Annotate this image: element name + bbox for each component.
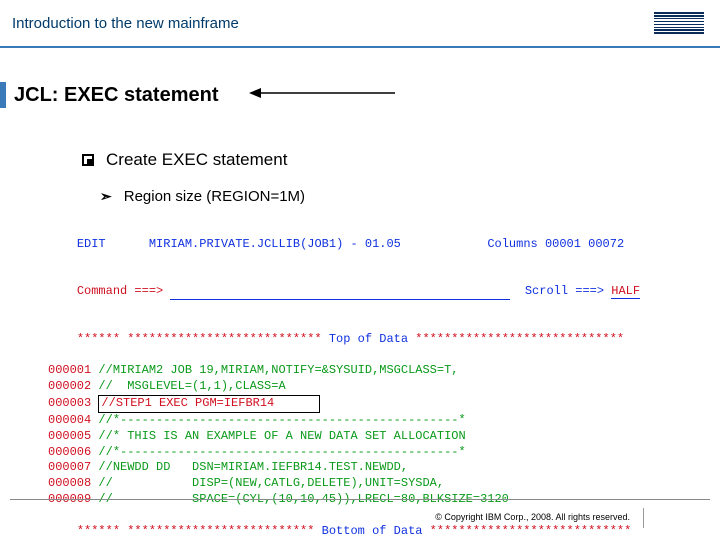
jcl-line-2: 000002 // MSGLEVEL=(1,1),CLASS=A bbox=[48, 379, 672, 395]
line-text: //* THIS IS AN EXAMPLE OF A NEW DATA SET… bbox=[91, 429, 465, 443]
terminal-block: EDIT MIRIAM.PRIVATE.JCLLIB(JOB1) - 01.05… bbox=[48, 221, 672, 555]
line-text: //NEWDD DD DSN=MIRIAM.IEFBR14.TEST.NEWDD… bbox=[91, 460, 408, 474]
scroll-label: Scroll ===> bbox=[525, 284, 604, 298]
jcl-line-7: 000007 //NEWDD DD DSN=MIRIAM.IEFBR14.TES… bbox=[48, 460, 672, 476]
line-num: 000001 bbox=[48, 363, 91, 377]
command-input[interactable] bbox=[170, 299, 510, 300]
command-label: Command ===> bbox=[77, 284, 163, 298]
slide-title: JCL: EXEC statement bbox=[14, 84, 219, 107]
arrowhead-bullet-icon: ➣ bbox=[100, 188, 112, 205]
jcl-line-3: 000003 //STEP1 EXEC PGM=IEFBR14 bbox=[48, 395, 672, 413]
command-line: Command ===> Scroll ===> HALF bbox=[48, 268, 672, 315]
columns-label: Columns bbox=[487, 237, 537, 251]
line-num: 000007 bbox=[48, 460, 91, 474]
line-num: 000008 bbox=[48, 476, 91, 490]
square-bullet-icon bbox=[82, 154, 94, 166]
jcl-line-6: 000006 //*------------------------------… bbox=[48, 445, 672, 461]
stars-right: **************************** bbox=[430, 524, 632, 538]
sub-bullet-region: ➣ Region size (REGION=1M) bbox=[82, 188, 720, 205]
highlighted-exec: //STEP1 EXEC PGM=IEFBR14 bbox=[98, 395, 320, 413]
bullet-create-exec: Create EXEC statement bbox=[82, 150, 720, 170]
line-num: 000002 bbox=[48, 379, 91, 393]
top-text: Top of Data bbox=[322, 332, 416, 346]
header-title: Introduction to the new mainframe bbox=[12, 15, 239, 32]
edit-line: EDIT MIRIAM.PRIVATE.JCLLIB(JOB1) - 01.05… bbox=[48, 221, 672, 268]
line-text: //MIRIAM2 JOB 19,MIRIAM,NOTIFY=&SYSUID,M… bbox=[91, 363, 458, 377]
pointer-arrow bbox=[247, 86, 397, 105]
sub-bullet-text: Region size (REGION=1M) bbox=[124, 188, 305, 205]
slide-header: Introduction to the new mainframe bbox=[0, 0, 720, 48]
columns-value: 00001 00072 bbox=[545, 237, 624, 251]
stars-right: ***************************** bbox=[415, 332, 624, 346]
slide-title-row: JCL: EXEC statement bbox=[0, 82, 720, 108]
stars-left: ****** *************************** bbox=[77, 332, 322, 346]
bottom-text: Bottom of Data bbox=[314, 524, 429, 538]
top-of-data: ****** *************************** Top o… bbox=[48, 316, 672, 363]
content-area: Create EXEC statement ➣ Region size (REG… bbox=[0, 150, 720, 205]
jcl-line-5: 000005 //* THIS IS AN EXAMPLE OF A NEW D… bbox=[48, 429, 672, 445]
ibm-logo bbox=[654, 12, 704, 34]
footer-rule bbox=[10, 499, 710, 500]
copyright-text: © Copyright IBM Corp., 2008. All rights … bbox=[435, 512, 630, 522]
jcl-line-1: 000001 //MIRIAM2 JOB 19,MIRIAM,NOTIFY=&S… bbox=[48, 363, 672, 379]
dataset-name: MIRIAM.PRIVATE.JCLLIB(JOB1) - 01.05 bbox=[149, 237, 401, 251]
line-text: // MSGLEVEL=(1,1),CLASS=A bbox=[91, 379, 285, 393]
line-num: 000003 bbox=[48, 396, 91, 410]
title-marker bbox=[0, 82, 6, 108]
stars-left: ****** ************************** bbox=[77, 524, 315, 538]
line-text: //*-------------------------------------… bbox=[91, 413, 465, 427]
edit-label: EDIT bbox=[77, 237, 106, 251]
line-text: //*-------------------------------------… bbox=[91, 445, 465, 459]
scroll-value[interactable]: HALF bbox=[611, 284, 640, 299]
line-num: 000006 bbox=[48, 445, 91, 459]
page-edge-mark bbox=[643, 508, 644, 528]
line-text: // DISP=(NEW,CATLG,DELETE),UNIT=SYSDA, bbox=[91, 476, 444, 490]
bullet-text: Create EXEC statement bbox=[106, 150, 287, 170]
jcl-line-8: 000008 // DISP=(NEW,CATLG,DELETE),UNIT=S… bbox=[48, 476, 672, 492]
line-num: 000004 bbox=[48, 413, 91, 427]
jcl-line-4: 000004 //*------------------------------… bbox=[48, 413, 672, 429]
line-num: 000005 bbox=[48, 429, 91, 443]
